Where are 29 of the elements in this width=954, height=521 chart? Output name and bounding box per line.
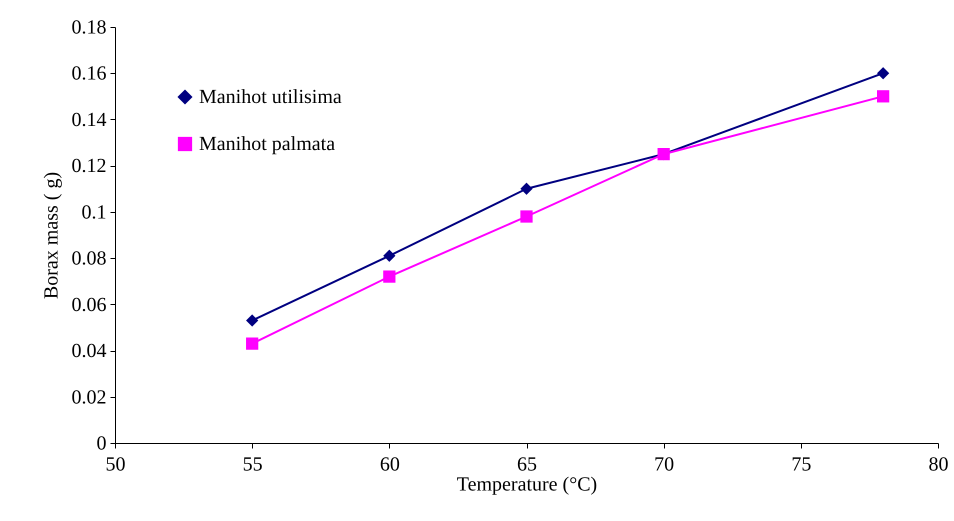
- y-tick-label: 0.18: [72, 16, 106, 38]
- point: [246, 314, 258, 327]
- y-tick-label: 0.14: [72, 108, 106, 131]
- x-tick-label: 55: [242, 454, 263, 476]
- point: [877, 90, 890, 102]
- x-tick-label: 70: [654, 454, 674, 476]
- point: [383, 250, 396, 262]
- x-tick-label: 60: [380, 454, 400, 476]
- point: [383, 270, 396, 283]
- y-axis-title: Borax mass ( g): [40, 172, 62, 300]
- y-tick-label: 0: [96, 432, 106, 454]
- x-tick-label: 75: [791, 454, 812, 476]
- point: [877, 67, 890, 80]
- y-tick-label: 0.08: [72, 248, 106, 270]
- point: [520, 182, 533, 195]
- x-tick-label: 80: [928, 454, 948, 476]
- y-tick-label: 0.16: [72, 62, 106, 85]
- legend-label: Manihot palmata: [199, 133, 336, 155]
- y-tick-label: 0.12: [72, 155, 106, 178]
- point: [246, 338, 258, 350]
- y-tick-label: 0.1: [82, 201, 106, 224]
- x-tick-label: 65: [517, 454, 537, 476]
- y-tick-label: 0.04: [72, 340, 106, 362]
- legend-label: Manihot utilisima: [199, 86, 342, 108]
- y-tick-label: 0.06: [72, 294, 106, 316]
- y-tick-label: 0.02: [72, 386, 106, 408]
- x-axis-title: Temperature (°C): [456, 474, 598, 496]
- x-tick-label: 50: [106, 454, 126, 476]
- point: [520, 210, 533, 223]
